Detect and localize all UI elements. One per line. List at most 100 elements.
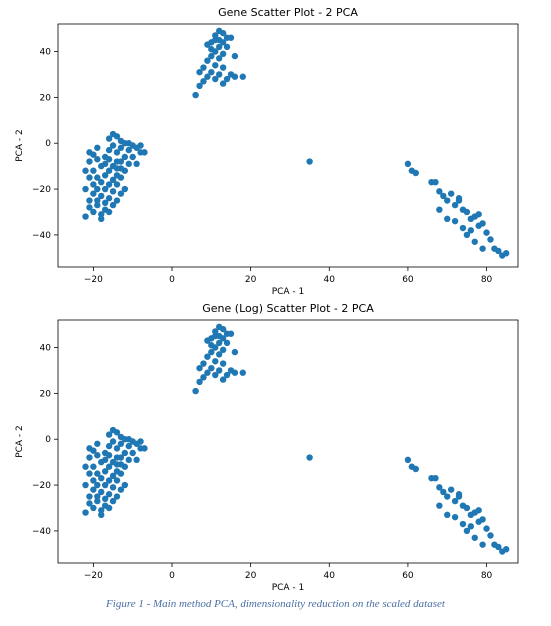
scatter-point xyxy=(219,325,227,333)
scatter-point xyxy=(113,181,121,188)
chart-panel-bottom: Gene (Log) Scatter Plot - 2 PCA −20 0 20 40 6… xyxy=(0,296,551,592)
scatter-point xyxy=(117,190,125,197)
scatter-point xyxy=(101,185,109,193)
scatter-point xyxy=(98,474,105,482)
scatter-point xyxy=(404,160,412,168)
x-axis-label: PCA - 1 xyxy=(272,583,305,592)
scatter-point xyxy=(231,369,239,376)
scatter-point xyxy=(94,144,101,151)
scatter-point xyxy=(117,174,125,181)
scatter-point xyxy=(125,160,132,168)
scatter-point xyxy=(215,367,223,374)
scatter-point xyxy=(101,199,109,207)
scatter-point xyxy=(101,160,109,168)
scatter-point xyxy=(109,472,117,480)
scatter-point xyxy=(105,491,113,498)
scatter-point xyxy=(479,245,486,252)
scatter-point xyxy=(94,185,101,193)
x-tick-label: −20 xyxy=(84,571,103,581)
scatter-chart-top: Gene Scatter Plot - 2 PCA −20 0 20 40 60 80 −40… xyxy=(15,6,519,296)
scatter-point xyxy=(105,442,113,450)
scatter-point xyxy=(436,484,443,491)
scatter-point xyxy=(121,449,129,457)
scatter-point xyxy=(105,135,113,142)
scatter-point xyxy=(113,165,121,172)
scatter-point xyxy=(121,167,129,174)
scatter-point xyxy=(231,348,239,356)
scatter-point xyxy=(105,195,113,202)
scatter-point xyxy=(125,146,132,154)
scatter-point xyxy=(479,516,486,523)
scatter-point xyxy=(98,178,105,186)
scatter-point xyxy=(196,68,203,76)
scatter-point xyxy=(215,36,223,44)
scatter-point xyxy=(503,250,510,257)
scatter-point xyxy=(121,481,129,489)
scatter-point xyxy=(208,342,215,349)
y-tick-label: 40 xyxy=(40,344,52,354)
scatter-point xyxy=(212,62,219,69)
scatter-point xyxy=(86,445,93,452)
scatter-point xyxy=(459,520,467,528)
scatter-point xyxy=(125,436,132,443)
scatter-point xyxy=(219,29,227,37)
x-tick-label: 80 xyxy=(481,275,493,285)
scatter-point xyxy=(196,364,203,372)
scatter-point xyxy=(109,484,117,491)
y-tick-label: 40 xyxy=(40,48,52,58)
scatter-point xyxy=(440,192,447,200)
x-tick-label: 0 xyxy=(169,571,175,581)
scatter-point xyxy=(223,43,231,51)
scatter-point xyxy=(109,438,117,445)
scatter-point xyxy=(219,346,227,354)
scatter-point xyxy=(90,477,97,484)
scatter-point xyxy=(94,493,101,500)
scatter-point xyxy=(137,142,144,149)
scatter-point xyxy=(475,507,482,514)
scatter-point xyxy=(223,339,231,347)
scatter-point xyxy=(219,64,227,71)
scatter-point xyxy=(129,449,136,457)
scatter-point xyxy=(467,227,475,234)
scatter-point xyxy=(98,215,105,223)
scatter-point xyxy=(90,208,97,216)
x-tick-label: 0 xyxy=(169,275,175,285)
scatter-point xyxy=(98,211,105,218)
scatter-point xyxy=(463,231,471,239)
scatter-point xyxy=(212,328,219,335)
scatter-point xyxy=(212,32,219,39)
scatter-point xyxy=(215,55,223,62)
scatter-point xyxy=(94,440,101,447)
x-tick-label: 60 xyxy=(402,571,414,581)
scatter-point xyxy=(117,440,125,447)
plot-frame xyxy=(57,23,519,268)
scatter-point xyxy=(82,185,89,193)
scatter-point xyxy=(125,456,132,464)
y-axis-label: PCA - 2 xyxy=(15,129,25,162)
scatter-point xyxy=(471,534,478,541)
scatter-point xyxy=(113,445,121,452)
scatter-point xyxy=(432,178,439,186)
scatter-point xyxy=(121,185,129,193)
scatter-point xyxy=(215,351,223,358)
y-tick-label: 0 xyxy=(45,435,51,445)
scatter-point xyxy=(196,378,203,386)
scatter-point xyxy=(82,509,89,516)
scatter-point xyxy=(196,82,203,90)
scatter-point xyxy=(90,486,97,493)
scatter-point xyxy=(495,543,502,551)
scatter-point xyxy=(212,358,219,365)
figure-caption: Figure 1 - Main method PCA, dimensionali… xyxy=(106,598,445,610)
scatter-point xyxy=(204,337,211,344)
scatter-point xyxy=(475,211,482,218)
scatter-point xyxy=(223,75,231,83)
scatter-point xyxy=(109,188,117,195)
scatter-point xyxy=(436,502,443,509)
scatter-point xyxy=(129,153,136,161)
scatter-point xyxy=(94,497,101,505)
scatter-point xyxy=(223,371,231,379)
scatter-point xyxy=(113,493,121,500)
scatter-point xyxy=(487,532,494,539)
scatter-point xyxy=(483,229,490,236)
scatter-point xyxy=(495,247,502,255)
